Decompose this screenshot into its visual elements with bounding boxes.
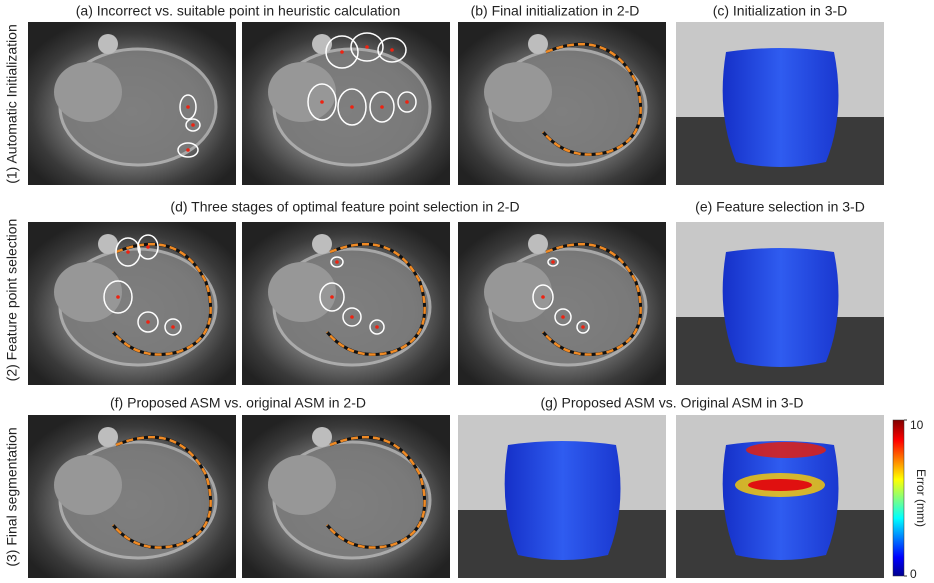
error-hotspot	[746, 442, 826, 458]
vessel	[312, 234, 332, 254]
row-label: (1) Automatic Initialization	[4, 24, 20, 184]
row-label: (2) Feature point selection	[4, 219, 20, 382]
surface	[723, 248, 839, 367]
error-hotspot	[748, 479, 812, 491]
point	[126, 250, 130, 254]
vessel	[98, 34, 118, 54]
point	[340, 50, 344, 54]
point	[551, 260, 555, 264]
colorbar-tick-label: 10	[910, 418, 924, 432]
colorbar-title: Error (mm)	[914, 469, 928, 527]
point	[191, 123, 195, 127]
caption: (b) Final initialization in 2-D	[471, 3, 640, 19]
point	[350, 315, 354, 319]
caption: (f) Proposed ASM vs. original ASM in 2-D	[110, 395, 366, 411]
ventricle	[268, 262, 336, 322]
point	[561, 315, 565, 319]
caption: (c) Initialization in 3-D	[713, 3, 848, 19]
point	[171, 325, 175, 329]
ventricle	[54, 62, 122, 122]
caption: (a) Incorrect vs. suitable point in heur…	[76, 3, 400, 19]
point	[186, 148, 190, 152]
point	[380, 105, 384, 109]
colorbar	[893, 420, 904, 576]
point	[350, 105, 354, 109]
ventricle	[484, 262, 552, 322]
ventricle	[484, 62, 552, 122]
ventricle	[54, 455, 122, 515]
point	[365, 45, 369, 49]
point	[146, 245, 150, 249]
point	[335, 260, 339, 264]
point	[320, 100, 324, 104]
vessel	[528, 34, 548, 54]
caption: (d) Three stages of optimal feature poin…	[170, 199, 519, 215]
point	[405, 100, 409, 104]
surface	[505, 441, 621, 560]
point	[390, 48, 394, 52]
point	[375, 325, 379, 329]
vessel	[98, 234, 118, 254]
colorbar-tick-label: 0	[910, 567, 917, 581]
caption: (g) Proposed ASM vs. Original ASM in 3-D	[541, 395, 804, 411]
caption: (e) Feature selection in 3-D	[695, 199, 865, 215]
row-label: (3) Final segmentation	[4, 427, 20, 566]
vessel	[528, 234, 548, 254]
point	[541, 295, 545, 299]
ventricle	[268, 62, 336, 122]
surface	[723, 48, 839, 167]
point	[116, 295, 120, 299]
vessel	[312, 427, 332, 447]
vessel	[98, 427, 118, 447]
point	[330, 295, 334, 299]
ventricle	[54, 262, 122, 322]
figure: (a) Incorrect vs. suitable point in heur…	[0, 0, 934, 583]
point	[186, 105, 190, 109]
point	[581, 325, 585, 329]
ventricle	[268, 455, 336, 515]
surface	[723, 441, 839, 560]
point	[146, 320, 150, 324]
